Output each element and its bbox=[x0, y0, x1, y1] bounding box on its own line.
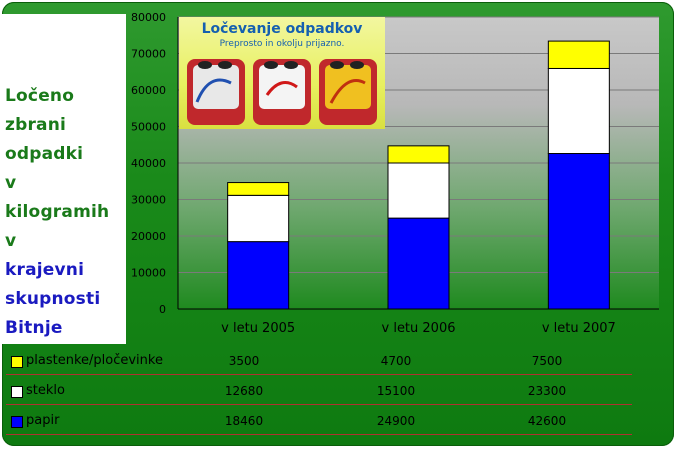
recycling-bins-photo: Ločevanje odpadkov Preprosto in okolju p… bbox=[179, 17, 385, 129]
bar-steklo bbox=[387, 162, 450, 219]
series-label: papir bbox=[26, 413, 60, 428]
bar-plastenke-plo-evinke bbox=[227, 182, 290, 196]
table-cell: 24900 bbox=[376, 414, 416, 428]
table-cell: 12680 bbox=[224, 384, 264, 398]
row-separator bbox=[6, 374, 632, 375]
y-tick-label: 30000 bbox=[131, 194, 166, 207]
recycling-bins-image bbox=[187, 59, 377, 125]
y-tick-label: 0 bbox=[159, 303, 166, 316]
bar-steklo bbox=[547, 67, 610, 155]
x-tick-label: v letu 2006 bbox=[382, 321, 456, 336]
title-word: odpadki bbox=[5, 144, 84, 164]
chart-title: Ločeno zbrani odpadki v kilogramih v krajevni s… bbox=[5, 82, 125, 343]
title-word: Ločeno bbox=[5, 86, 75, 106]
y-tick-label: 60000 bbox=[131, 84, 166, 97]
y-tick-label: 50000 bbox=[131, 121, 166, 134]
y-tick-label: 40000 bbox=[131, 157, 166, 170]
title-panel: Ločeno zbrani odpadki v kilogramih v krajevni s… bbox=[2, 14, 126, 344]
table-cell: 4700 bbox=[380, 354, 412, 368]
bar-papir bbox=[547, 153, 610, 310]
bar-steklo bbox=[227, 194, 290, 243]
table-cell: 42600 bbox=[527, 414, 567, 428]
title-word: skupnosti bbox=[5, 289, 101, 309]
x-tick-label: v letu 2005 bbox=[221, 321, 295, 336]
photo-subtitle: Preprosto in okolju prijazno. bbox=[219, 39, 345, 49]
table-cell: 23300 bbox=[527, 384, 567, 398]
data-table: plastenke/pločevinke 3500 4700 7500 steklo 12… bbox=[0, 345, 678, 440]
table-row: steklo 12680 15100 23300 bbox=[4, 377, 632, 405]
title-word: v bbox=[5, 231, 17, 251]
bar-plastenke-plo-evinke bbox=[547, 40, 610, 69]
y-tick-label: 80000 bbox=[131, 11, 166, 24]
title-word: kilogramih bbox=[5, 202, 110, 222]
bar-papir bbox=[387, 217, 450, 310]
y-tick-label: 10000 bbox=[131, 267, 166, 280]
table-cell: 18460 bbox=[224, 414, 264, 428]
photo-title: Ločevanje odpadkov bbox=[201, 21, 363, 37]
title-word: krajevni bbox=[5, 260, 85, 280]
title-word: Bitnje bbox=[5, 318, 63, 338]
row-separator bbox=[6, 404, 632, 405]
bar-papir bbox=[227, 241, 290, 310]
legend-swatch bbox=[11, 386, 23, 398]
y-tick-label: 70000 bbox=[131, 48, 166, 61]
series-label: plastenke/pločevinke bbox=[26, 353, 163, 368]
y-tick-label: 20000 bbox=[131, 230, 166, 243]
legend-swatch bbox=[11, 416, 23, 428]
title-word: zbrani bbox=[5, 115, 67, 135]
bar-plastenke-plo-evinke bbox=[387, 145, 450, 164]
table-cell: 3500 bbox=[228, 354, 260, 368]
legend-swatch bbox=[11, 356, 23, 368]
row-separator bbox=[6, 434, 632, 435]
table-cell: 7500 bbox=[531, 354, 563, 368]
title-word: v bbox=[5, 173, 17, 193]
table-row: plastenke/pločevinke 3500 4700 7500 bbox=[4, 347, 632, 375]
table-row: papir 18460 24900 42600 bbox=[4, 407, 632, 435]
series-label: steklo bbox=[26, 383, 65, 398]
table-cell: 15100 bbox=[376, 384, 416, 398]
x-tick-label: v letu 2007 bbox=[542, 321, 616, 336]
